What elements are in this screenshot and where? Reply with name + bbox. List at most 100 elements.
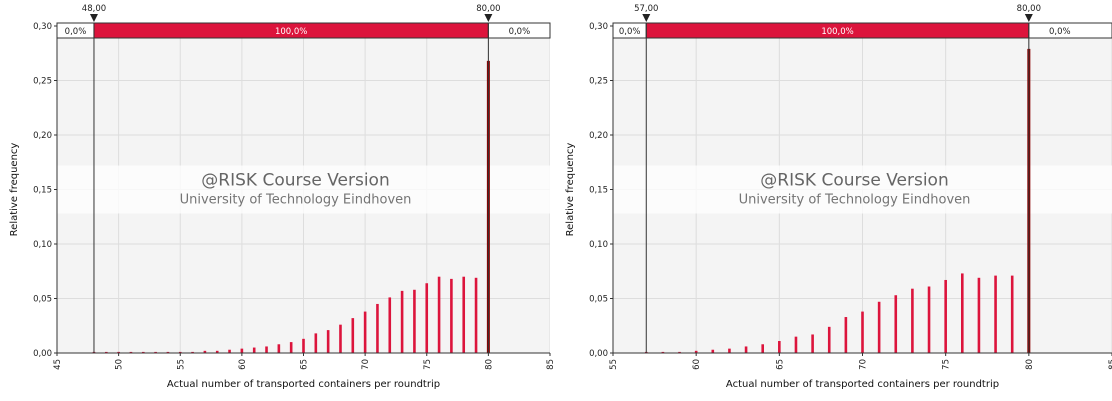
x-tick-label: 70 [859,359,869,370]
bar-57 [203,350,207,353]
y-tick-label: 0,00 [33,349,52,359]
bar-60 [240,348,244,353]
bar-74 [927,286,931,353]
bar-63 [744,346,748,353]
watermark-band [57,165,550,214]
bar-79 [474,277,478,353]
y-tick-label: 0,10 [589,240,608,250]
bar-60 [694,350,698,353]
range-band-middle-label: 100,0% [821,27,853,37]
bar-78 [462,276,466,353]
bar-63 [277,344,281,353]
bar-77 [977,277,981,353]
range-band-middle-label: 100,0% [275,27,307,37]
bar-59 [228,349,231,353]
x-tick-label: 60 [238,359,248,370]
y-tick-label: 0,30 [33,22,52,32]
delimiter-handle [89,14,98,22]
bar-61 [711,349,715,353]
bar-59 [678,351,681,353]
delimiter-label: 80,00 [1017,4,1041,14]
bar-65 [778,341,781,353]
y-tick-label: 0,30 [589,22,608,32]
bar-78 [994,275,997,353]
y-tick-label: 0,25 [589,77,608,87]
bar-52 [141,351,145,353]
bar-79 [1010,275,1014,353]
x-tick-label: 80 [1025,359,1035,370]
x-axis-title: Actual number of transported containers … [726,379,999,390]
bar-49 [105,351,108,353]
range-band-left-label: 0,0% [65,27,87,37]
x-tick-label: 85 [546,359,556,370]
bar-58 [661,351,665,353]
bar-72 [388,297,392,353]
bar-74 [413,289,416,353]
bar-77 [450,278,453,353]
x-tick-label: 65 [300,359,310,370]
bar-67 [326,330,330,353]
bar-53 [154,351,157,353]
y-axis-title: Relative frequency [9,143,20,237]
range-band-right-label: 0,0% [509,27,531,37]
bar-51 [129,351,133,353]
bar-65 [302,338,305,353]
x-tick-label: 85 [1108,359,1112,370]
y-tick-label: 0,15 [33,186,52,196]
watermark-subtitle: University of Technology Eindhoven [739,193,971,208]
x-tick-label: 45 [53,359,63,370]
x-tick-label: 55 [609,359,619,370]
y-tick-label: 0,15 [589,186,608,196]
y-axis-title: Relative frequency [565,143,576,237]
range-band-left-label: 0,0% [619,27,641,37]
delimiter-label: 48,00 [82,4,106,14]
delimiter-handle [642,14,651,22]
bar-61 [252,347,256,353]
bar-73 [911,288,914,353]
delimiter-handle [484,14,493,22]
bar-64 [761,344,764,353]
y-tick-label: 0,20 [33,131,52,141]
x-tick-label: 60 [692,359,702,370]
x-tick-label: 50 [115,359,125,370]
delimiter-handle [1024,14,1033,22]
range-band-right-label: 0,0% [1049,27,1071,37]
bar-71 [877,301,881,353]
delimiter-label: 80,00 [476,4,500,14]
y-tick-label: 0,05 [589,295,608,305]
y-tick-label: 0,25 [33,77,52,87]
x-tick-label: 65 [775,359,785,370]
bar-75 [944,279,947,353]
chart-panel-2: @RISK Course Version University of Techno… [565,4,1112,390]
bar-68 [827,326,831,353]
x-tick-label: 80 [484,359,494,370]
bar-55 [178,351,182,353]
bar-71 [376,303,379,353]
x-tick-label: 55 [176,359,186,370]
bar-69 [844,317,848,353]
bar-68 [339,324,342,353]
y-tick-label: 0,10 [33,240,52,250]
bar-69 [351,318,355,353]
bar-75 [425,283,429,353]
x-axis-title: Actual number of transported containers … [167,379,440,390]
bar-66 [794,336,798,353]
x-tick-label: 70 [361,359,371,370]
watermark-title: @RISK Course Version [201,171,389,191]
bar-67 [811,334,814,353]
y-tick-label: 0,00 [589,349,608,359]
bar-76 [961,273,964,353]
bar-73 [400,290,404,353]
x-tick-label: 75 [942,359,952,370]
bar-56 [191,351,194,353]
bar-66 [314,333,318,353]
bar-62 [728,348,731,353]
bar-76 [437,276,441,353]
watermark-subtitle: University of Technology Eindhoven [180,193,412,208]
watermark-title: @RISK Course Version [760,171,948,191]
chart-panel-1: @RISK Course Version University of Techno… [9,4,556,390]
bar-70 [363,311,367,353]
bar-58 [215,350,219,353]
